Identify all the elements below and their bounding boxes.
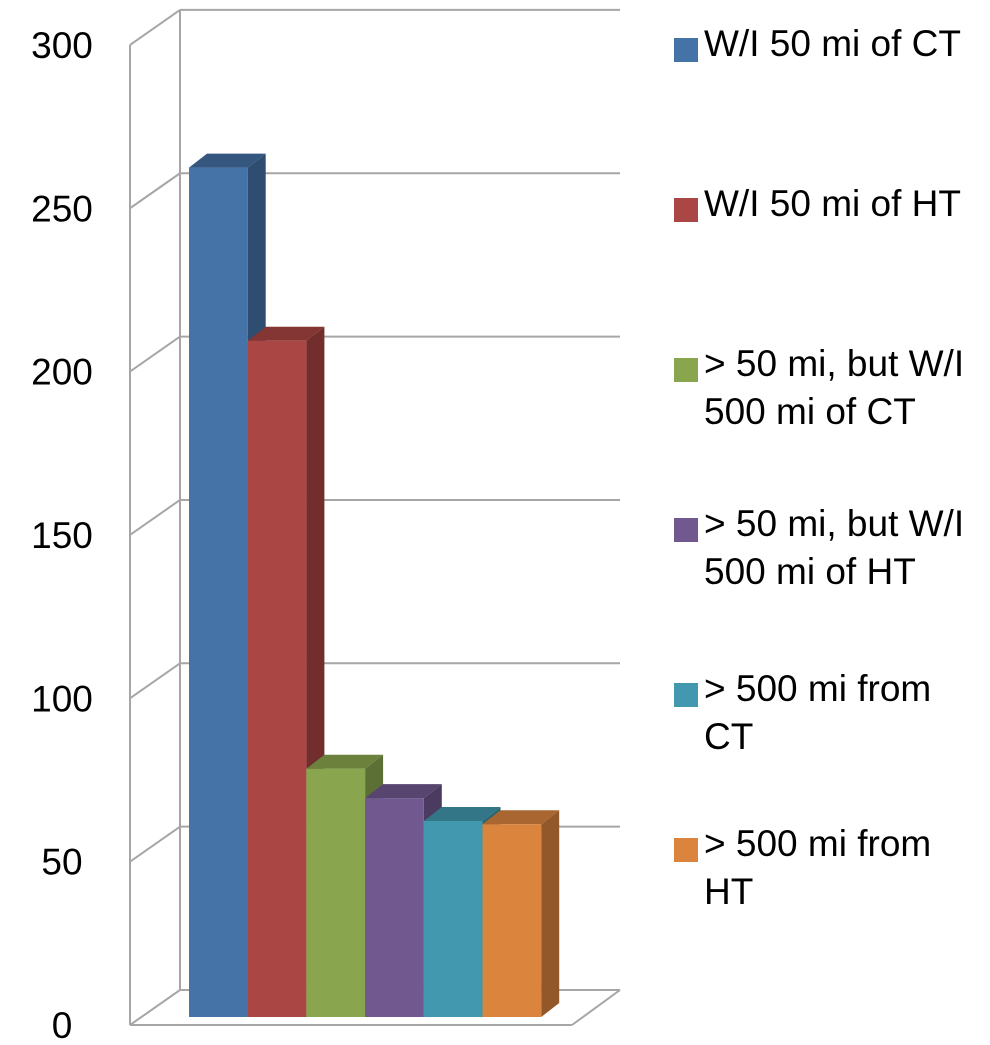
legend-item: > 500 mi from HT	[674, 820, 974, 916]
gridline-diagonal	[129, 172, 181, 210]
legend-swatch	[674, 518, 698, 542]
bar-top	[189, 153, 266, 168]
bar-2	[247, 326, 325, 1018]
bar-front	[482, 824, 542, 1017]
bar-top	[482, 810, 560, 825]
legend-item: > 500 mi from CT	[674, 665, 974, 761]
y-tick-label: 0	[52, 1005, 73, 1045]
legend-label: W/I 50 mi of CT	[704, 23, 961, 64]
bar-front	[423, 820, 483, 1017]
y-tick-label: 200	[31, 352, 93, 393]
floor-left-edge	[129, 989, 181, 1026]
legend-label: > 500 mi from CT	[704, 668, 932, 757]
bar-6	[482, 810, 560, 1017]
legend-label: W/I 50 mi of HT	[704, 183, 961, 224]
legend-label: > 50 mi, but W/I 500 mi of HT	[704, 503, 965, 592]
y-tick-label: 50	[41, 842, 82, 883]
bar-front	[247, 340, 307, 1018]
bar-side	[541, 810, 560, 1017]
y-tick-labels: 0 50 100 150 200 250 300	[31, 25, 93, 1045]
legend-swatch	[674, 38, 698, 62]
floor-right-edge	[571, 989, 621, 1026]
gridline-diagonal	[129, 9, 181, 46]
bar-front	[189, 167, 248, 1017]
legend-label: > 500 mi from HT	[704, 823, 932, 912]
legend-item: W/I 50 mi of HT	[674, 180, 974, 228]
legend-item: > 50 mi, but W/I 500 mi of HT	[674, 500, 974, 596]
gridline-diagonal	[129, 825, 181, 863]
gridline-diagonal	[129, 662, 181, 700]
bar-top	[365, 784, 442, 799]
bar-front	[365, 798, 424, 1017]
bar-front	[306, 768, 366, 1017]
legend-label: > 50 mi, but W/I 500 mi of CT	[704, 343, 965, 432]
bar-top	[306, 754, 384, 769]
legend-swatch	[674, 838, 698, 862]
y-tick-label: 100	[31, 678, 93, 719]
legend-swatch	[674, 198, 698, 222]
y-tick-label: 300	[31, 25, 93, 66]
bar-top	[247, 326, 325, 341]
gridline-diagonal	[129, 335, 181, 373]
legend-item: > 50 mi, but W/I 500 mi of CT	[674, 340, 974, 436]
legend-item: W/I 50 mi of CT	[674, 20, 974, 68]
y-tick-label: 250	[31, 188, 93, 229]
y-tick-label: 150	[31, 515, 93, 556]
gridline-diagonal	[129, 499, 181, 536]
bars	[189, 153, 560, 1018]
bar-top	[423, 806, 501, 821]
legend-swatch	[674, 358, 698, 382]
legend-swatch	[674, 683, 698, 707]
